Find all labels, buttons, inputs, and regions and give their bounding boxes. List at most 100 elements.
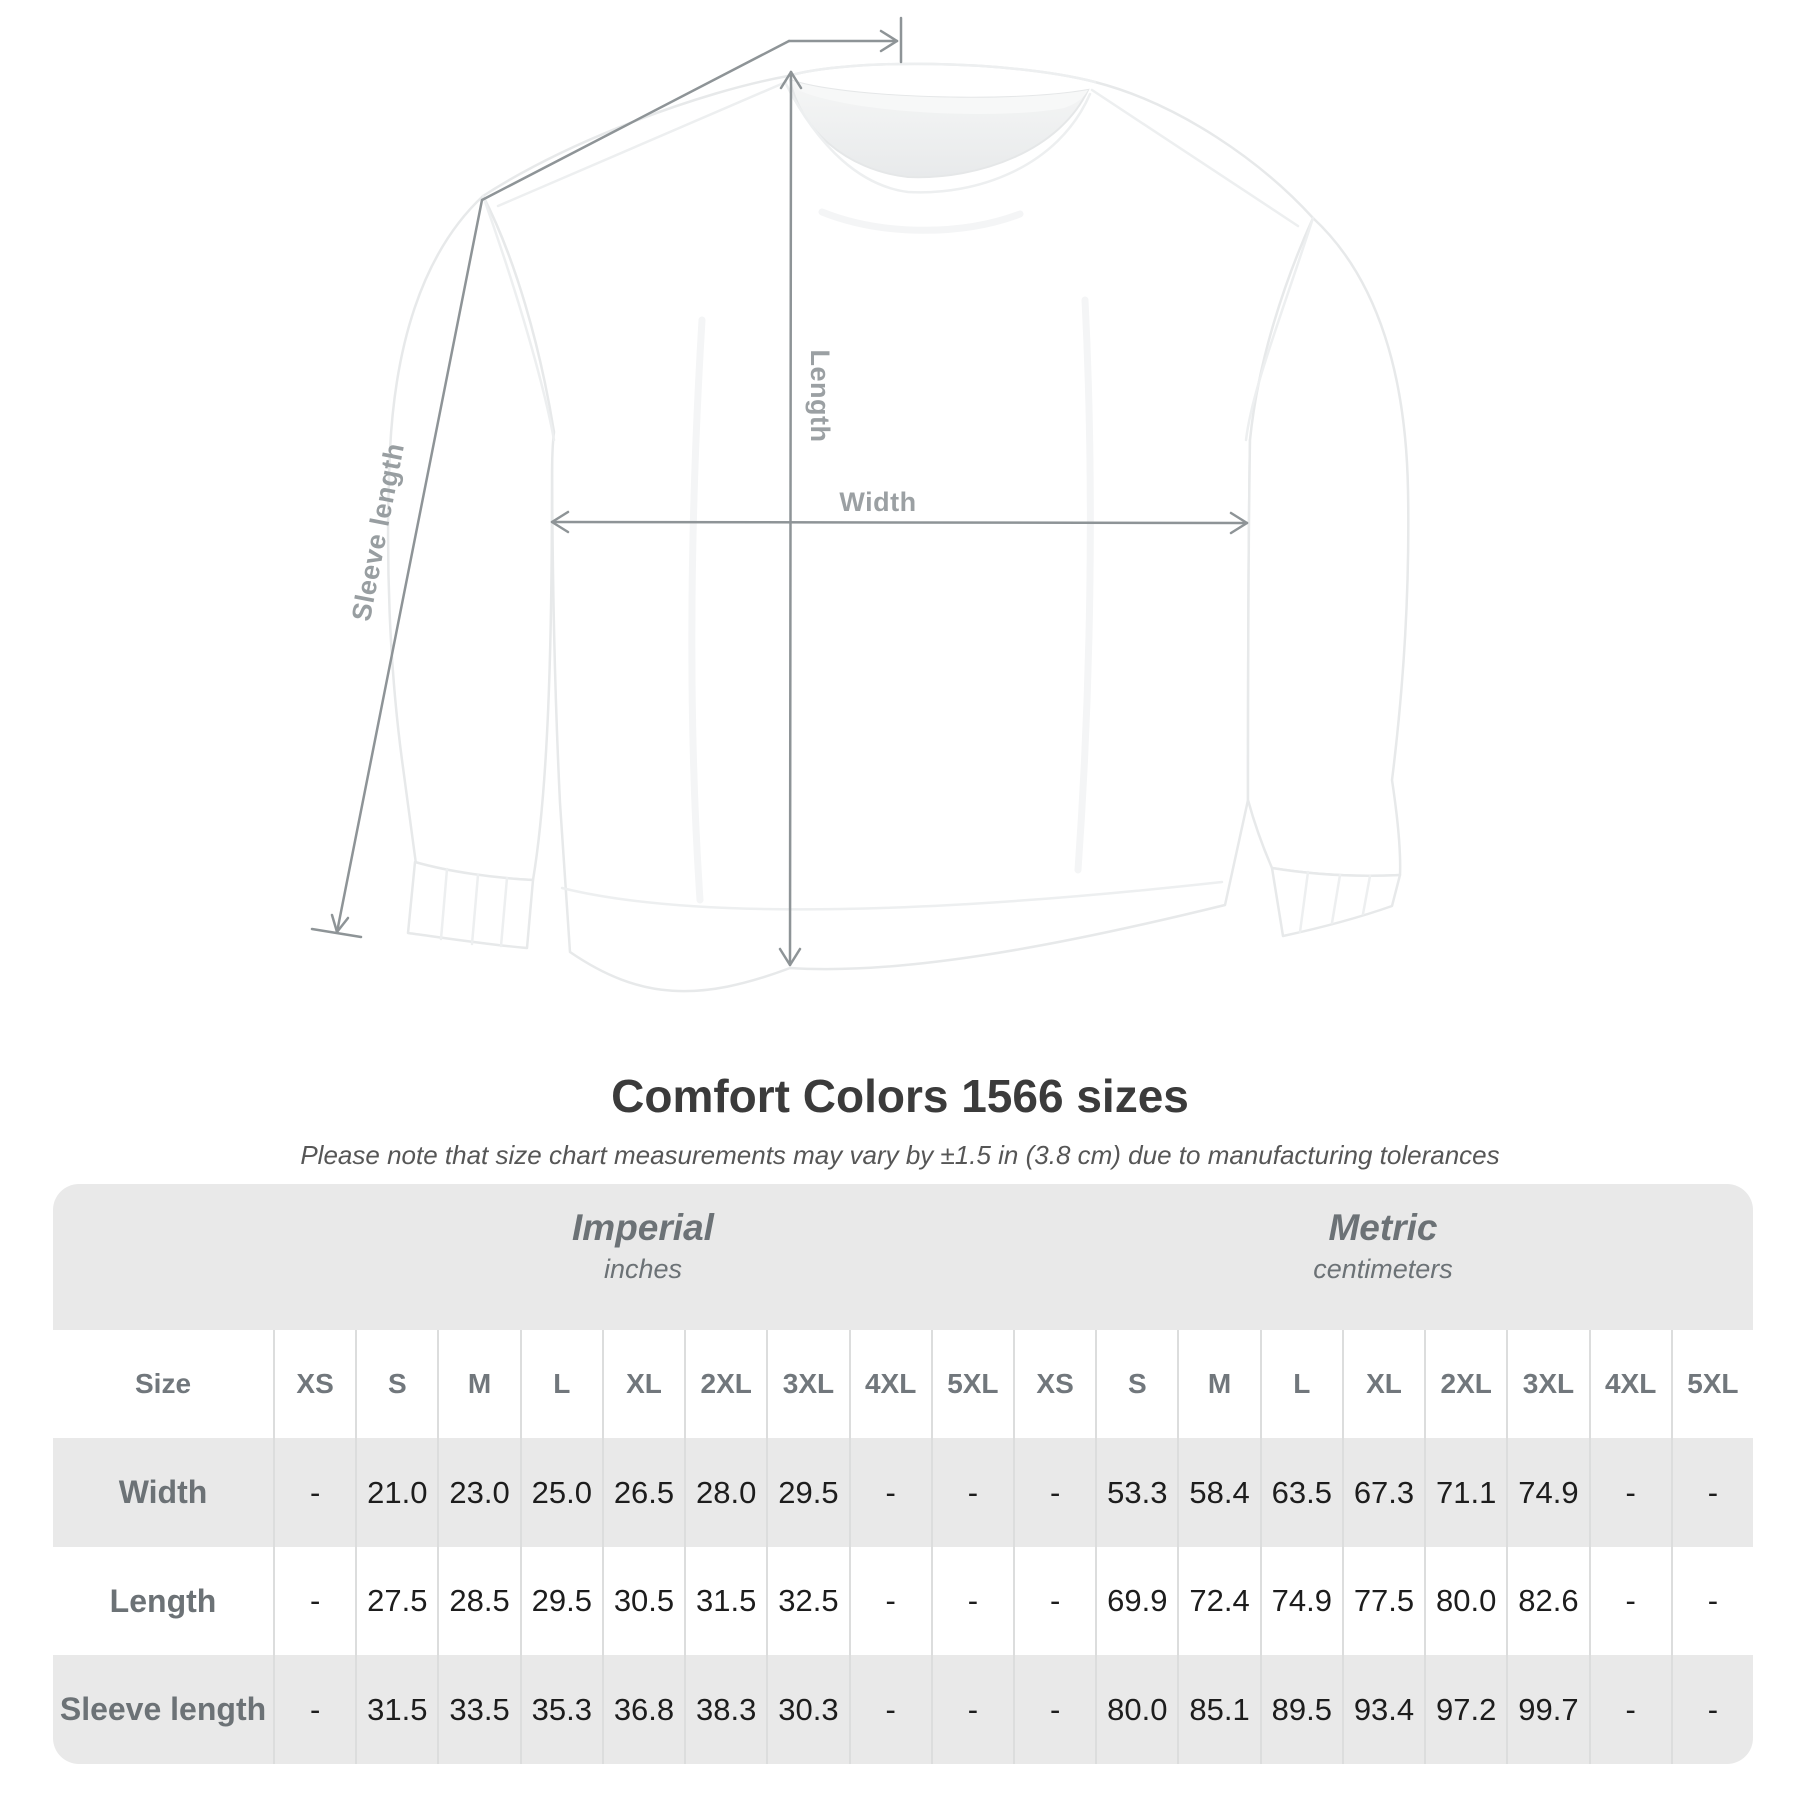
column-header: XL: [601, 1330, 685, 1438]
table-cell: 82.6: [1506, 1547, 1589, 1655]
table-cell: 85.1: [1177, 1655, 1260, 1764]
table-cell: 67.3: [1341, 1438, 1425, 1547]
table-cell: 80.0: [1424, 1547, 1507, 1655]
right-cuff-rib: [1298, 870, 1310, 934]
table-cell: 29.5: [766, 1438, 849, 1547]
table-cell: 30.5: [601, 1547, 685, 1655]
table-cell: 93.4: [1341, 1655, 1425, 1764]
right-cuff-rib: [1361, 874, 1372, 916]
table-cell: -: [1588, 1547, 1671, 1655]
column-header: 2XL: [1424, 1330, 1507, 1438]
table-cell: 23.0: [437, 1438, 520, 1547]
collar-center-arrow: [787, 16, 903, 64]
table-cell: 30.3: [766, 1655, 849, 1764]
row-label: Width: [53, 1438, 273, 1547]
table-cell: -: [930, 1438, 1013, 1547]
table-cell: 29.5: [519, 1547, 602, 1655]
table-cell: -: [848, 1438, 931, 1547]
table-cell: -: [1012, 1438, 1096, 1547]
column-header: S: [1095, 1330, 1178, 1438]
length-label: Length: [805, 350, 835, 443]
fabric-fold: [818, 208, 1024, 234]
sweatshirt-body: [481, 62, 1315, 993]
column-header: M: [437, 1330, 520, 1438]
table-cell: 72.4: [1177, 1547, 1260, 1655]
left-cuff-rib: [470, 873, 480, 946]
table-cell: -: [273, 1547, 356, 1655]
column-header: 5XL: [930, 1330, 1013, 1438]
left-armhole-seam: [481, 194, 556, 442]
table-cell: 31.5: [684, 1547, 767, 1655]
table-cell: -: [930, 1547, 1013, 1655]
table-cell: -: [273, 1438, 356, 1547]
table-cell: 36.8: [601, 1655, 685, 1764]
table-cell: 25.0: [519, 1438, 602, 1547]
page-subtitle: Please note that size chart measurements…: [300, 1140, 1500, 1170]
table-cell: 28.0: [684, 1438, 767, 1547]
table-cell: -: [1670, 1438, 1753, 1547]
table-cell: 35.3: [519, 1655, 602, 1764]
column-header: S: [355, 1330, 438, 1438]
table-cell: 71.1: [1424, 1438, 1507, 1547]
right-shoulder-seam: [1090, 88, 1300, 228]
column-header: 4XL: [848, 1330, 931, 1438]
row-label: Length: [53, 1547, 273, 1655]
table-cell: 26.5: [601, 1438, 685, 1547]
table-cell: -: [848, 1547, 931, 1655]
table-cell: -: [273, 1655, 356, 1764]
table-cell: 69.9: [1095, 1547, 1178, 1655]
collar-back-band: [790, 80, 1088, 114]
table-cell: 32.5: [766, 1547, 849, 1655]
column-header: 4XL: [1588, 1330, 1671, 1438]
table-cell: 80.0: [1095, 1655, 1178, 1764]
width-label: Width: [839, 487, 916, 517]
table-cell: 27.5: [355, 1547, 438, 1655]
column-header: 3XL: [1506, 1330, 1589, 1438]
table-cell: 97.2: [1424, 1655, 1507, 1764]
table-cell: 89.5: [1259, 1655, 1342, 1764]
table-cell: -: [1012, 1655, 1096, 1764]
left-shoulder-seam: [496, 80, 788, 208]
table-cell: -: [1670, 1547, 1753, 1655]
table-cell: 74.9: [1506, 1438, 1589, 1547]
metric-title: Metric: [1328, 1207, 1438, 1248]
column-header: L: [519, 1330, 602, 1438]
row-label: Sleeve length: [53, 1655, 273, 1764]
column-header: L: [1259, 1330, 1342, 1438]
left-cuff-rib: [499, 876, 509, 948]
imperial-unit: inches: [603, 1254, 683, 1284]
imperial-header: Imperial inches: [273, 1184, 1013, 1330]
column-header: 2XL: [684, 1330, 767, 1438]
size-table: Imperial inches Metric centimeters Size …: [53, 1184, 1753, 1764]
table-cell: 38.3: [684, 1655, 767, 1764]
table-cell: 74.9: [1259, 1547, 1342, 1655]
sleeve-length-arrow: [310, 39, 791, 939]
sweatshirt-illustration: Width Length Sleeve length: [310, 16, 1410, 993]
metric-unit: centimeters: [1313, 1254, 1453, 1284]
size-grid: Imperial inches Metric centimeters Size …: [53, 1184, 1753, 1764]
table-cell: -: [848, 1655, 931, 1764]
table-cell: -: [1588, 1655, 1671, 1764]
fabric-fold: [1074, 296, 1094, 874]
table-cell: 53.3: [1095, 1438, 1178, 1547]
column-header: 3XL: [766, 1330, 849, 1438]
table-cell: -: [1588, 1438, 1671, 1547]
column-header: XL: [1341, 1330, 1425, 1438]
table-cell: 58.4: [1177, 1438, 1260, 1547]
table-cell: 28.5: [437, 1547, 520, 1655]
length-arrow: [778, 70, 803, 967]
page-title: Comfort Colors 1566 sizes: [611, 1070, 1189, 1122]
column-header: 5XL: [1670, 1330, 1753, 1438]
band-spacer: [53, 1184, 273, 1330]
corner-header: Size: [53, 1330, 273, 1438]
collar-front-seam: [784, 82, 1092, 194]
table-cell: 63.5: [1259, 1438, 1342, 1547]
hem-band-seam: [560, 880, 1224, 911]
table-cell: 77.5: [1341, 1547, 1425, 1655]
column-header: XS: [273, 1330, 356, 1438]
imperial-title: Imperial: [572, 1207, 714, 1248]
width-arrow: [550, 510, 1249, 535]
column-header: M: [1177, 1330, 1260, 1438]
right-cuff-rib: [1330, 873, 1342, 925]
table-cell: 21.0: [355, 1438, 438, 1547]
